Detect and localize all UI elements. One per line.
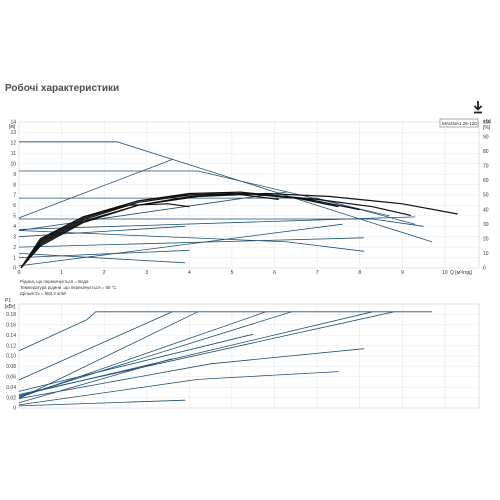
- y-right-tick-label: 70: [483, 164, 489, 170]
- x-tick-label: 6: [273, 270, 276, 276]
- y-tick-label: 1: [13, 255, 16, 261]
- power-curve: [18, 311, 267, 398]
- power-curve: [18, 371, 339, 406]
- y-tick-label: 7: [13, 193, 16, 199]
- y-tick-label: 5: [13, 214, 16, 220]
- power-curve: [18, 311, 173, 381]
- y-right-tick-label: 20: [483, 237, 489, 243]
- y-tick-label: 0.06: [6, 375, 16, 381]
- power-curve: [18, 348, 365, 399]
- y-right-tick-label: 50: [483, 193, 489, 199]
- download-icon[interactable]: [471, 100, 485, 114]
- low-curve-curve: [18, 253, 186, 264]
- y-tick-label: 0.08: [6, 364, 16, 370]
- x-tick-label: 3: [145, 270, 148, 276]
- const-pressure-curve: [19, 197, 416, 225]
- y-tick-label: 0.14: [6, 333, 16, 339]
- y-tick-label: 6: [13, 203, 16, 209]
- y-right-tick-label: 100: [483, 120, 492, 126]
- y-tick-label: 2: [13, 245, 16, 251]
- power-curve: [18, 333, 254, 392]
- x-tick-label: 4: [188, 270, 191, 276]
- x-tick-label: 10: [442, 270, 448, 276]
- const-pressure-curve: [19, 218, 424, 227]
- efficiency-curve: [20, 192, 279, 269]
- x-tick-label: 0: [18, 270, 21, 276]
- y-tick-label: 4: [13, 224, 16, 230]
- efficiency-curve: [20, 203, 190, 269]
- x-tick-label: 9: [401, 270, 404, 276]
- y-tick-label: 8: [13, 182, 16, 188]
- y-axis-unit: [кВт]: [5, 304, 16, 310]
- note-text: Щільність = 983.2 кг/м³: [20, 291, 67, 296]
- y-tick-label: 12: [10, 141, 16, 147]
- x-tick-label: 5: [231, 270, 234, 276]
- power-curve: [18, 399, 186, 407]
- prop-pressure-curve: [18, 216, 416, 230]
- y-tick-label: 0: [13, 266, 16, 272]
- model-label: MAGNA1 25-120: [442, 121, 477, 126]
- y-right-axis-label: eta: [483, 119, 490, 125]
- y-right-tick-label: 40: [483, 207, 489, 213]
- note-text: Температура рідини, що перекачується = 6…: [20, 285, 116, 290]
- x-axis-label: Q [м³/год]: [450, 270, 472, 276]
- x-tick-label: 7: [316, 270, 319, 276]
- y-tick-label: 9: [13, 172, 16, 178]
- y-right-tick-label: 80: [483, 149, 489, 155]
- y-right-tick-label: 30: [483, 222, 489, 228]
- page-title: Робочі характеристики: [5, 83, 120, 94]
- y-right-tick-label: 0: [483, 266, 486, 272]
- system-line-curve: [18, 249, 190, 258]
- y-tick-label: 14: [10, 120, 16, 126]
- y-tick-label: 0.02: [6, 395, 16, 401]
- power-curve: [18, 311, 394, 395]
- note-text: Рідина, що перекачується = Вода: [20, 279, 89, 284]
- y-tick-label: 0.12: [6, 343, 16, 349]
- system-line-curve: [18, 237, 365, 248]
- y-right-tick-label: 10: [483, 251, 489, 257]
- y-axis-unit: [м]: [9, 124, 16, 130]
- y-right-axis-unit: [%]: [483, 125, 491, 131]
- y-tick-label: 0: [13, 406, 16, 412]
- y-axis-label: P1: [5, 298, 11, 304]
- y-right-tick-label: 90: [483, 134, 489, 140]
- y-tick-label: 3: [13, 234, 16, 240]
- prop-pressure-curve: [18, 191, 288, 231]
- efficiency-curve: [20, 192, 458, 269]
- power-curve: [18, 358, 173, 404]
- x-tick-label: 1: [60, 270, 63, 276]
- y-tick-label: 10: [10, 161, 16, 167]
- x-tick-label: 2: [103, 270, 106, 276]
- system-line-curve: [18, 223, 343, 267]
- y-tick-label: 13: [10, 130, 16, 136]
- prop-pressure-curve: [18, 159, 173, 219]
- y-tick-label: 0.04: [6, 385, 16, 391]
- power-curve: [18, 311, 433, 352]
- power-curve: [18, 311, 292, 397]
- low-curve-curve: [18, 230, 365, 252]
- x-tick-label: 8: [358, 270, 361, 276]
- y-tick-label: 11: [11, 151, 16, 157]
- max-curve-curve: [19, 141, 433, 243]
- y-tick-label: 0.16: [6, 323, 16, 329]
- y-tick-label: 0.18: [6, 312, 16, 318]
- efficiency-curve: [20, 192, 412, 269]
- power-chart: 0 0.02 0.04 0.06 0.08 0.10 0.12 0.14 0.16 0.18 P1[…: [5, 298, 480, 412]
- y-right-tick-label: 60: [483, 178, 489, 184]
- model-label-box: [439, 118, 479, 128]
- y-tick-label: 0.10: [6, 354, 16, 360]
